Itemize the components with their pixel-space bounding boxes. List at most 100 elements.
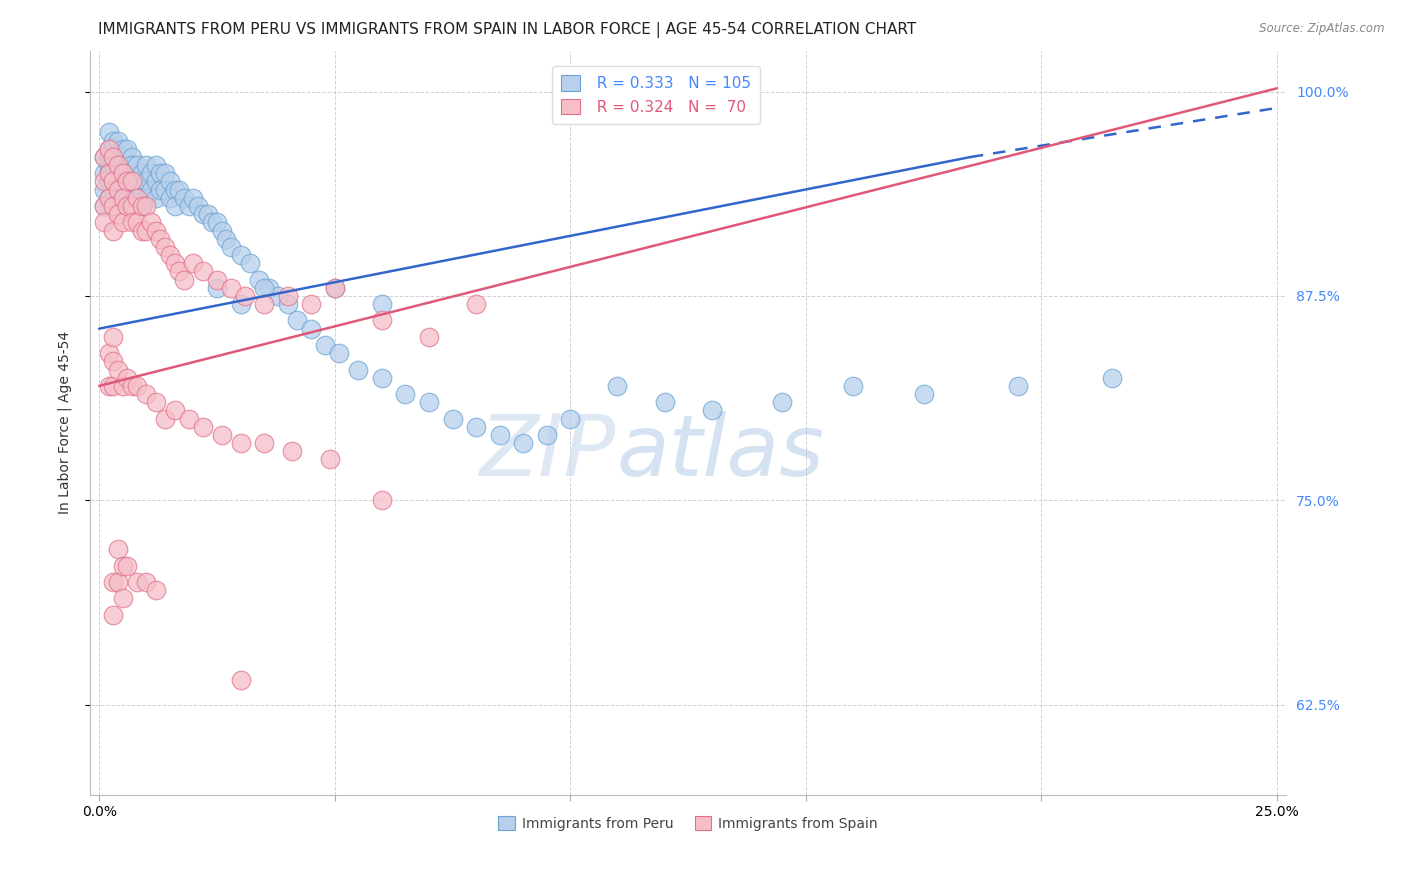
Point [103, 150, 125, 164]
Point [323, 281, 346, 295]
Point [111, 191, 134, 205]
Point [205, 215, 228, 229]
Point [103, 607, 125, 622]
Point [281, 444, 304, 458]
Point [117, 142, 139, 156]
Point [111, 174, 134, 188]
Point [107, 199, 129, 213]
Point [97, 346, 120, 360]
Legend: Immigrants from Peru, Immigrants from Spain: Immigrants from Peru, Immigrants from Sp… [494, 810, 883, 836]
Point [159, 174, 181, 188]
Point [153, 166, 176, 180]
Point [111, 150, 134, 164]
Point [125, 158, 148, 172]
Point [121, 150, 143, 164]
Point [205, 281, 228, 295]
Point [347, 362, 370, 376]
Point [107, 575, 129, 590]
Text: Source: ZipAtlas.com: Source: ZipAtlas.com [1260, 22, 1385, 36]
Point [131, 199, 153, 213]
Point [97, 150, 120, 164]
Point [135, 158, 157, 172]
Point [488, 428, 510, 442]
Point [394, 387, 416, 401]
Point [107, 183, 129, 197]
Point [191, 207, 214, 221]
Point [201, 215, 224, 229]
Point [93, 199, 115, 213]
Point [117, 199, 139, 213]
Point [107, 158, 129, 172]
Point [219, 281, 242, 295]
Point [103, 150, 125, 164]
Point [107, 207, 129, 221]
Point [117, 174, 139, 188]
Point [139, 166, 162, 180]
Y-axis label: In Labor Force | Age 45-54: In Labor Force | Age 45-54 [58, 331, 72, 515]
Point [149, 232, 172, 246]
Point [93, 166, 115, 180]
Point [167, 264, 190, 278]
Point [145, 395, 167, 409]
Point [121, 183, 143, 197]
Point [257, 281, 280, 295]
Point [285, 313, 308, 327]
Point [371, 493, 394, 508]
Point [229, 673, 252, 688]
Point [233, 289, 256, 303]
Point [371, 313, 394, 327]
Point [93, 150, 115, 164]
Point [97, 191, 120, 205]
Point [149, 183, 172, 197]
Point [103, 134, 125, 148]
Point [131, 166, 153, 180]
Point [239, 256, 262, 270]
Point [277, 289, 299, 303]
Point [135, 387, 157, 401]
Point [121, 174, 143, 188]
Point [135, 575, 157, 590]
Point [205, 272, 228, 286]
Point [111, 558, 134, 573]
Point [912, 387, 935, 401]
Point [103, 166, 125, 180]
Point [145, 223, 167, 237]
Point [121, 379, 143, 393]
Point [97, 191, 120, 205]
Text: IMMIGRANTS FROM PERU VS IMMIGRANTS FROM SPAIN IN LABOR FORCE | AGE 45-54 CORRELA: IMMIGRANTS FROM PERU VS IMMIGRANTS FROM … [98, 22, 917, 38]
Point [229, 297, 252, 311]
Point [159, 248, 181, 262]
Point [183, 256, 205, 270]
Point [121, 199, 143, 213]
Point [103, 142, 125, 156]
Point [371, 297, 394, 311]
Point [173, 191, 195, 205]
Point [149, 166, 172, 180]
Point [103, 183, 125, 197]
Point [418, 395, 440, 409]
Point [117, 174, 139, 188]
Point [700, 403, 723, 417]
Point [125, 191, 148, 205]
Point [441, 411, 464, 425]
Point [187, 199, 209, 213]
Point [107, 542, 129, 557]
Point [107, 134, 129, 148]
Point [145, 174, 167, 188]
Point [93, 174, 115, 188]
Point [97, 166, 120, 180]
Point [97, 142, 120, 156]
Point [770, 395, 793, 409]
Point [125, 215, 148, 229]
Point [135, 191, 157, 205]
Point [103, 174, 125, 188]
Point [1007, 379, 1029, 393]
Point [654, 395, 676, 409]
Point [536, 428, 558, 442]
Point [211, 223, 233, 237]
Point [560, 411, 582, 425]
Point [183, 191, 205, 205]
Point [103, 379, 125, 393]
Point [177, 199, 200, 213]
Point [512, 436, 534, 450]
